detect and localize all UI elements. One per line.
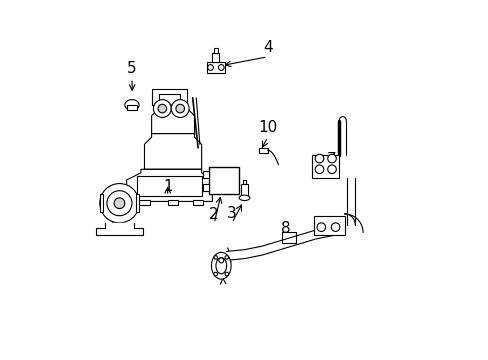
Text: 5: 5 — [127, 62, 137, 76]
Bar — [208, 167, 239, 194]
Ellipse shape — [211, 252, 231, 279]
Bar — [312, 155, 339, 178]
Circle shape — [316, 223, 325, 231]
Circle shape — [224, 272, 228, 276]
Circle shape — [171, 100, 189, 117]
Bar — [282, 232, 296, 243]
Bar — [203, 171, 208, 178]
Polygon shape — [151, 89, 187, 105]
Bar — [126, 105, 137, 111]
Bar — [206, 62, 224, 73]
Circle shape — [224, 256, 228, 259]
Bar — [192, 200, 203, 205]
Circle shape — [213, 272, 217, 276]
Text: 10: 10 — [258, 120, 277, 135]
Circle shape — [327, 165, 336, 174]
Text: 9: 9 — [218, 265, 227, 280]
Polygon shape — [126, 169, 212, 202]
Text: 3: 3 — [226, 206, 236, 221]
Bar — [313, 216, 344, 235]
Text: 8: 8 — [280, 221, 290, 236]
Ellipse shape — [239, 195, 249, 201]
Circle shape — [153, 100, 171, 117]
Bar — [241, 184, 247, 198]
Circle shape — [100, 184, 139, 223]
Bar — [242, 180, 246, 184]
Circle shape — [176, 104, 184, 113]
Bar — [212, 53, 219, 62]
Circle shape — [107, 191, 132, 216]
Circle shape — [158, 104, 166, 113]
Circle shape — [331, 223, 339, 231]
Text: 7: 7 — [326, 153, 336, 167]
Bar — [167, 200, 178, 205]
Bar — [139, 200, 149, 205]
Text: 1: 1 — [163, 179, 172, 194]
Bar — [203, 184, 208, 191]
Bar — [214, 48, 217, 53]
Polygon shape — [144, 134, 201, 169]
Ellipse shape — [124, 100, 139, 111]
Circle shape — [327, 154, 336, 163]
Bar — [258, 148, 267, 153]
Circle shape — [218, 64, 224, 70]
Polygon shape — [151, 105, 194, 134]
Text: 2: 2 — [209, 207, 219, 222]
Circle shape — [213, 256, 217, 259]
Bar — [137, 176, 201, 196]
Text: 6: 6 — [111, 215, 121, 230]
Circle shape — [218, 258, 224, 263]
Text: 4: 4 — [263, 40, 272, 55]
Bar — [100, 194, 103, 212]
Circle shape — [315, 165, 323, 174]
Circle shape — [114, 198, 124, 208]
Bar — [135, 194, 139, 212]
Circle shape — [207, 64, 213, 70]
Circle shape — [315, 154, 323, 163]
Polygon shape — [96, 223, 142, 235]
Ellipse shape — [216, 258, 226, 274]
